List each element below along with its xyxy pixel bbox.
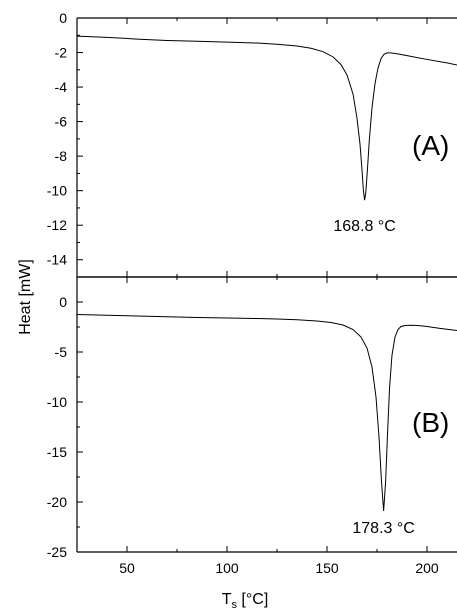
x-tick-label: 200 [415,560,439,576]
y-tick-label: -10 [47,183,67,199]
y-tick-label: -10 [47,394,67,410]
dsc-curve [76,35,457,201]
x-tick-label: 150 [315,560,339,576]
panel-label: (B) [412,407,449,438]
y-tick-label: -8 [55,148,68,164]
x-axis-title: Ts [°C] [222,591,269,611]
y-tick-label: -20 [47,494,67,510]
dsc-curve [76,314,457,512]
y-tick-label: -25 [47,544,67,560]
panel-b: 0 -5 -10 -15 -20 -25 50 100 150 200 (B) 178.3 °C Ts … [47,276,457,611]
peak-annotation: 178.3 °C [352,520,414,537]
y-tick-label: -15 [47,444,67,460]
y-tick-label: -4 [55,79,68,95]
y-tick-label: -14 [47,252,67,268]
y-axis-title: Heat [mW] [17,259,34,335]
y-tick-label: -2 [55,45,68,61]
y-tick-label: 0 [59,294,67,310]
x-tick-label: 50 [119,560,135,576]
x-tick-label: 100 [215,560,239,576]
y-tick-label: 0 [59,10,67,26]
y-tick-label: -12 [47,217,67,233]
y-tick-label: -6 [55,114,68,130]
panel-label: (A) [412,130,449,161]
peak-annotation: 168.8 °C [333,218,395,235]
y-tick-label: -5 [55,344,68,360]
panel-a: 0 -2 -4 -6 -8 -10 -12 -14 (A) 168.8 °C [47,10,457,278]
